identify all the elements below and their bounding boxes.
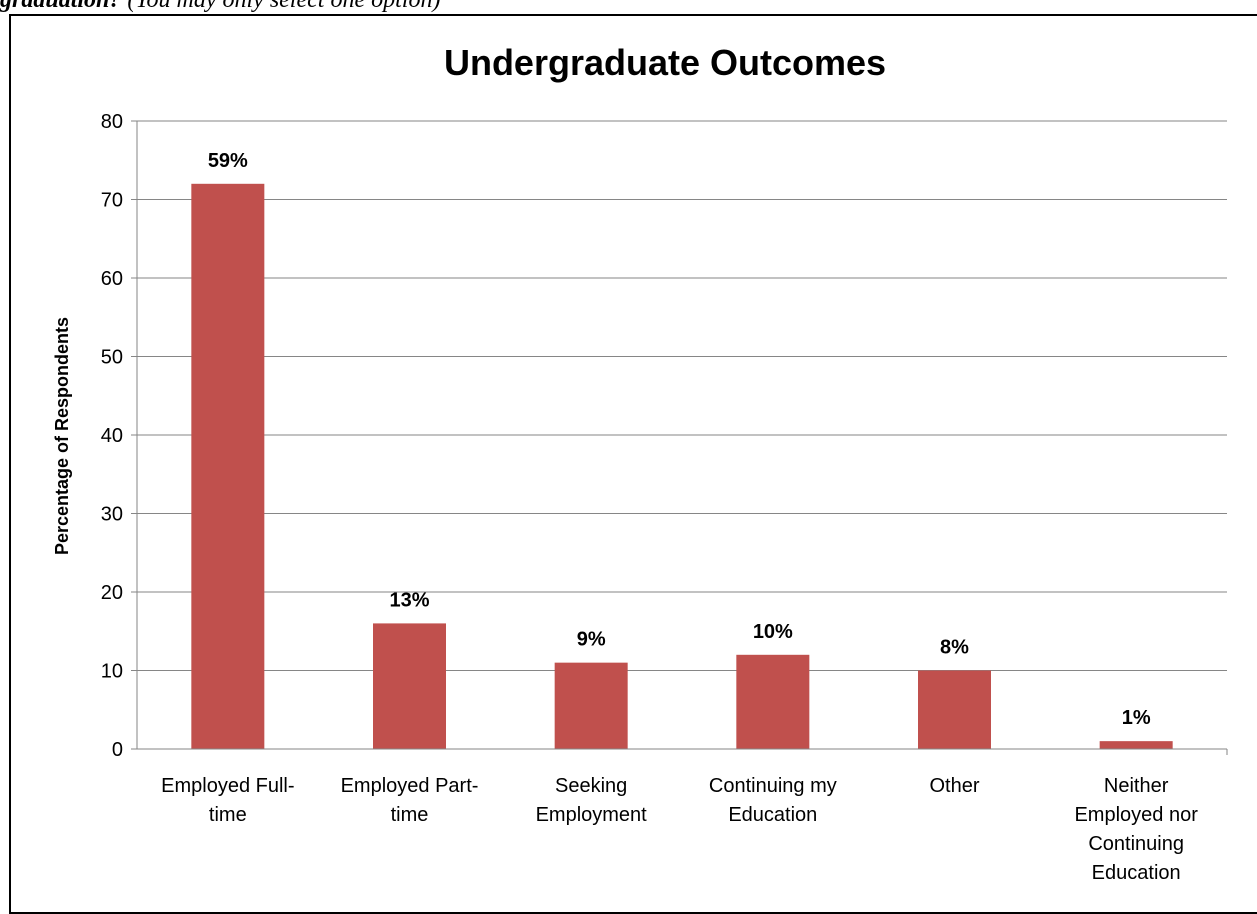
axes: [131, 120, 1228, 755]
y-tick-label: 80: [101, 111, 123, 133]
x-category-label: Employed Full-time: [161, 775, 294, 826]
chart-title: Undergraduate Outcomes: [444, 42, 886, 83]
x-category-label-line: time: [209, 804, 247, 826]
bar: [918, 670, 991, 749]
bar: [554, 662, 628, 749]
x-category-label-line: Other: [929, 775, 979, 797]
document-heading: graduation? (You may only select one opt…: [0, 0, 440, 14]
data-label: 9%: [577, 629, 606, 651]
bars: [191, 183, 1173, 750]
y-tick-label: 10: [101, 661, 123, 683]
x-category-label: Seeking Employment: [536, 775, 648, 826]
x-category-label-line: Education: [1092, 862, 1181, 884]
x-category-label-line: Employed Part-: [341, 775, 479, 797]
data-label: 10%: [753, 621, 793, 643]
y-tick-label: 70: [101, 190, 123, 212]
gridlines: [137, 120, 1227, 671]
x-category-label: Continuing my Education: [709, 775, 837, 826]
x-category-label: Neither Employed nor Continuing Education: [1074, 775, 1198, 884]
x-category-label-line: Seeking: [555, 775, 627, 797]
y-tick-label: 60: [101, 268, 123, 290]
y-tick-label: 20: [101, 582, 123, 604]
question-fragment: graduation?: [0, 0, 122, 13]
x-category-label-line: Neither: [1104, 775, 1169, 797]
bar: [736, 654, 810, 749]
data-label: 59%: [208, 150, 248, 172]
y-tick-label: 30: [101, 504, 123, 526]
x-category-label: Employed Part-time: [341, 775, 479, 826]
x-category-label-line: Employment: [536, 804, 648, 826]
bar: [191, 183, 265, 750]
y-tick-label: 50: [101, 347, 123, 369]
data-label: 1%: [1122, 707, 1151, 729]
x-category-label-line: Continuing my: [709, 775, 837, 797]
y-tick-label: 40: [101, 425, 123, 447]
bar: [1099, 741, 1173, 749]
x-category-label-line: Employed Full-: [161, 775, 294, 797]
question-instruction: (You may only select one option): [127, 0, 441, 13]
x-category-label-line: time: [391, 804, 429, 826]
bar: [373, 623, 446, 749]
data-label: 8%: [940, 637, 969, 659]
y-axis-title: Percentage of Respondents: [52, 317, 72, 555]
labels: 0 10 20 30 40 50 60 70 80 59% Employed Full-time 13…: [101, 111, 1198, 884]
x-category-label-line: Employed nor: [1074, 804, 1198, 826]
x-category-label-line: Education: [728, 804, 817, 826]
x-category-label: Other: [929, 775, 979, 797]
x-category-label-line: Continuing: [1088, 833, 1184, 855]
data-label: 13%: [389, 589, 429, 611]
y-tick-label: 0: [112, 739, 123, 761]
